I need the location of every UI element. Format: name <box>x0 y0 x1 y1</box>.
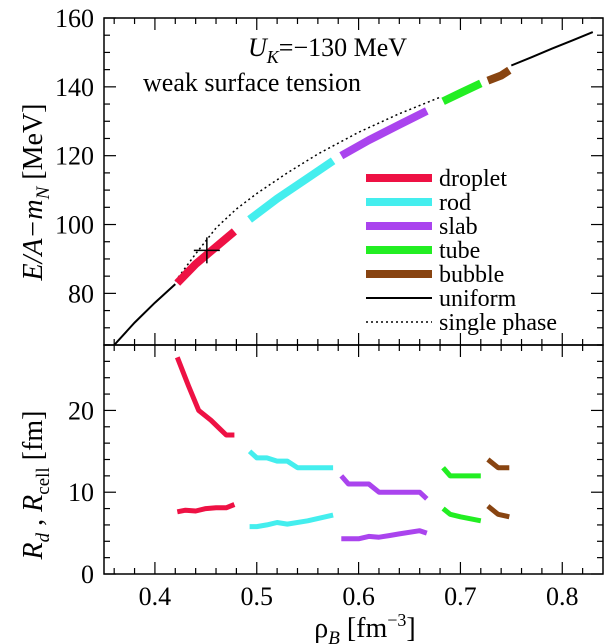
top-series-rod-4 <box>247 157 336 223</box>
bottom-series-slab-r-cell <box>339 474 429 501</box>
top-series-bubble-7 <box>486 66 512 85</box>
bottom-series-slab-r-d <box>341 528 428 542</box>
legend-label: droplet <box>439 166 507 192</box>
x-tick-label: 0.7 <box>444 582 477 611</box>
top-series-uniform-0 <box>113 283 176 345</box>
top-y-tick-label: 80 <box>68 279 94 308</box>
legend-label: tube <box>439 238 480 264</box>
top-series-droplet-3 <box>174 228 237 286</box>
top-panel-series <box>113 31 594 345</box>
legend-label: single phase <box>439 310 557 336</box>
legend-item-bubble: bubble <box>366 262 504 288</box>
bottom-y-tick-label: 20 <box>68 396 94 425</box>
bottom-series-bubble-r-cell <box>486 457 510 471</box>
legend-item-uniform: uniform <box>366 286 517 312</box>
x-tick-label: 0.6 <box>342 582 375 611</box>
bottom-y-tick-label: 10 <box>68 478 94 507</box>
x-tick-label: 0.8 <box>546 582 579 611</box>
legend-label: slab <box>439 214 478 240</box>
legend-item-rod: rod <box>366 190 471 216</box>
x-tick-label: 0.5 <box>241 582 274 611</box>
bottom-panel-series <box>174 356 510 542</box>
axis-ticks: 0.4 0.5 0.6 0.7 0.8 80 100 120 140 160 0 10 20 <box>55 4 603 611</box>
top-series-slab-5 <box>339 107 429 160</box>
bottom-series-rod-r-cell <box>247 449 334 471</box>
bottom-series-rod-r-d <box>249 512 334 530</box>
top-series-tube-6 <box>441 79 483 105</box>
legend-item-slab: slab <box>366 214 478 240</box>
legend-label: uniform <box>439 286 517 312</box>
legend-label: rod <box>439 190 471 216</box>
top-y-tick-label: 140 <box>55 73 94 102</box>
bottom-y-tick-label: 0 <box>81 560 94 589</box>
bottom-y-axis-label: Rd , Rcell [fm] <box>18 411 54 561</box>
bottom-series-tube-r-cell <box>441 466 481 479</box>
legend-label: bubble <box>439 262 504 288</box>
legend-item-droplet: droplet <box>366 166 507 192</box>
legend-item-single-phase: single phase <box>366 310 557 336</box>
top-y-tick-label: 160 <box>55 4 94 33</box>
top-y-axis-label: E/A−mN [MeV] <box>18 104 54 282</box>
top-y-tick-label: 100 <box>55 211 94 240</box>
top-y-tick-label: 120 <box>55 142 94 171</box>
bottom-series-droplet-r-cell <box>174 356 235 438</box>
x-tick-label: 0.4 <box>139 582 172 611</box>
highlight-marker <box>193 237 220 264</box>
top-series-uniform-1 <box>510 31 594 67</box>
legend-item-tube: tube <box>366 238 480 264</box>
bottom-series-bubble-r-d <box>486 504 510 520</box>
panel-frames <box>103 17 604 575</box>
annotation-surface-tension: weak surface tension <box>143 68 361 97</box>
annotation-potential: UK=−130 MeV <box>248 33 407 67</box>
top-series-single-phase-2 <box>174 96 441 282</box>
x-axis-label: ρB [fm−3] <box>314 610 416 644</box>
bottom-series-droplet-r-d <box>176 502 236 515</box>
bottom-series-tube-r-d <box>441 506 482 524</box>
